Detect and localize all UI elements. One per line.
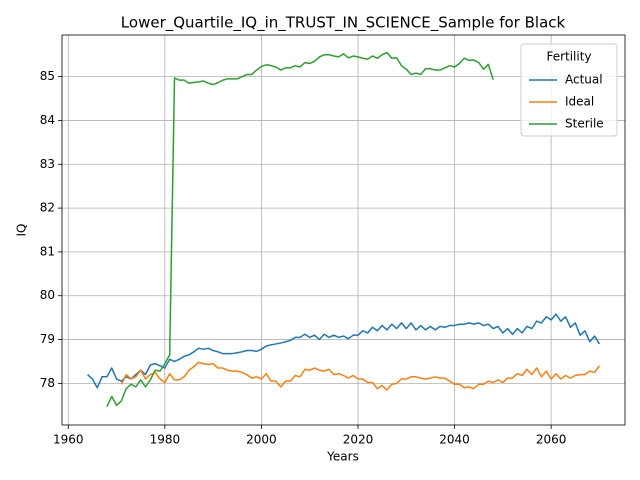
x-tick-label: 2000 (246, 433, 277, 447)
y-tick-label: 82 (40, 201, 55, 215)
grid (62, 35, 625, 425)
legend-title: Fertility (546, 50, 591, 64)
legend-label: Ideal (565, 95, 594, 109)
y-tick-label: 78 (40, 376, 55, 390)
legend-box (520, 43, 618, 137)
x-tick-label: 2040 (439, 433, 470, 447)
x-tick-label: 1960 (53, 433, 84, 447)
legend-label: Actual (565, 73, 603, 87)
series-line (120, 361, 601, 391)
y-tick-label: 85 (40, 69, 55, 83)
x-tick-label: 2060 (536, 433, 567, 447)
x-axis-label: Years (326, 450, 359, 464)
series-line (87, 313, 601, 389)
chart-title: Lower_Quartile_IQ_in_TRUST_IN_SCIENCE_Sa… (121, 14, 566, 33)
y-tick-label: 80 (40, 288, 55, 302)
y-tick-label: 79 (40, 332, 55, 346)
legend-label: Sterile (565, 117, 604, 131)
y-tick-label: 84 (40, 113, 55, 127)
legend: Fertility Actual Ideal Sterile (520, 43, 618, 137)
plot-lines (87, 51, 601, 407)
y-tick-label: 83 (40, 157, 55, 171)
series-line (106, 51, 494, 407)
x-tick-label: 1980 (150, 433, 181, 447)
y-tick-label: 81 (40, 244, 55, 258)
x-tick-label: 2020 (343, 433, 374, 447)
plot-frame (61, 34, 626, 426)
y-axis-label: IQ (15, 224, 29, 237)
